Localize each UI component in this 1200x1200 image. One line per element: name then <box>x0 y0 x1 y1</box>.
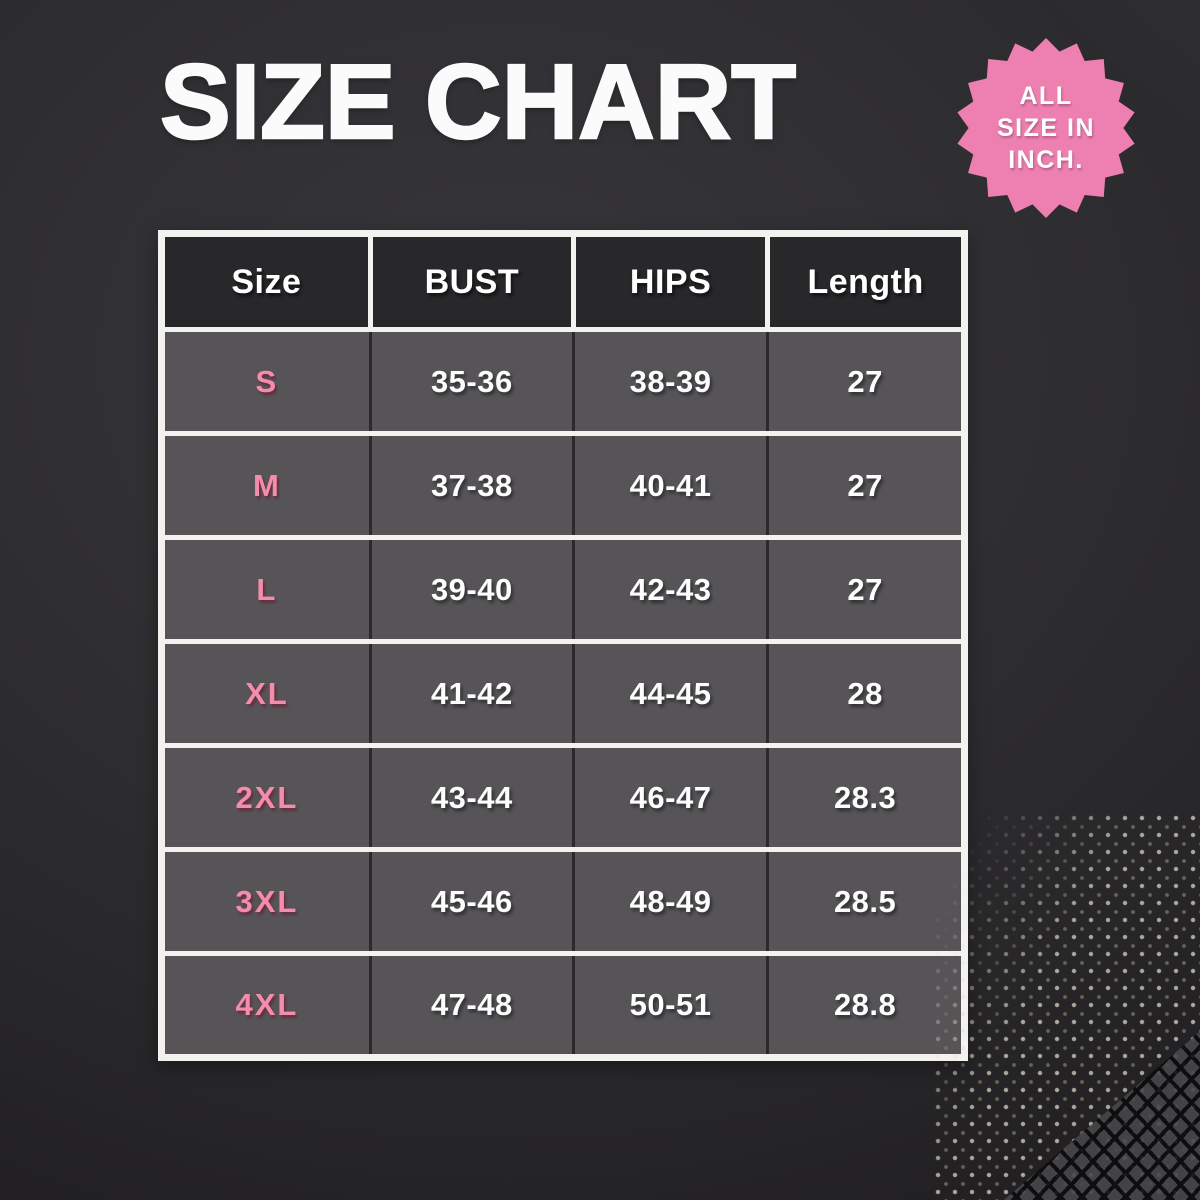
value-cell: 46-47 <box>571 743 770 852</box>
size-table-body: S 35-36 38-39 27 M 37-38 40-41 27 L 39-40 42-43 27 X… <box>160 327 966 1060</box>
header-row: Size BUST HIPS Length <box>159 231 967 332</box>
value-cell: 48-49 <box>571 847 770 956</box>
size-table-header: Size BUST HIPS Length <box>159 231 967 332</box>
value-cell: 45-46 <box>368 847 575 956</box>
table-row: M 37-38 40-41 27 <box>160 431 966 540</box>
column-header-bust: BUST <box>367 231 576 332</box>
value-cell: 27 <box>766 431 966 540</box>
value-cell: 38-39 <box>571 327 770 436</box>
value-cell: 44-45 <box>571 639 770 748</box>
badge-line-3: INCH. <box>1008 145 1084 174</box>
size-cell: L <box>160 535 372 644</box>
table-row: 4XL 47-48 50-51 28.8 <box>160 951 966 1060</box>
badge-line-2: SIZE IN <box>996 113 1095 142</box>
inch-badge-text: ALL SIZE IN INCH. <box>956 38 1136 218</box>
badge-line-1: ALL <box>1019 81 1073 110</box>
value-cell: 28.3 <box>766 743 966 852</box>
value-cell: 27 <box>766 535 966 644</box>
size-cell: XL <box>160 639 372 748</box>
value-cell: 27 <box>766 327 966 436</box>
size-table: Size BUST HIPS Length S 35-36 38-39 27 M 37-3… <box>158 230 968 1061</box>
value-cell: 50-51 <box>571 951 770 1060</box>
size-cell: 2XL <box>160 743 372 852</box>
value-cell: 43-44 <box>368 743 575 852</box>
size-cell: S <box>160 327 372 436</box>
table-row: XL 41-42 44-45 28 <box>160 639 966 748</box>
size-cell: 4XL <box>160 951 372 1060</box>
value-cell: 28.8 <box>766 951 966 1060</box>
size-cell: M <box>160 431 372 540</box>
value-cell: 39-40 <box>368 535 575 644</box>
inch-badge: ALL SIZE IN INCH. <box>956 38 1136 218</box>
table-row: L 39-40 42-43 27 <box>160 535 966 644</box>
column-header-hips: HIPS <box>570 231 771 332</box>
value-cell: 42-43 <box>571 535 770 644</box>
table-row: S 35-36 38-39 27 <box>160 327 966 436</box>
size-cell: 3XL <box>160 847 372 956</box>
value-cell: 37-38 <box>368 431 575 540</box>
value-cell: 28.5 <box>766 847 966 956</box>
column-header-length: Length <box>765 231 967 332</box>
value-cell: 35-36 <box>368 327 575 436</box>
value-cell: 47-48 <box>368 951 575 1060</box>
table-row: 3XL 45-46 48-49 28.5 <box>160 847 966 956</box>
value-cell: 41-42 <box>368 639 575 748</box>
column-header-size: Size <box>159 231 373 332</box>
table-row: 2XL 43-44 46-47 28.3 <box>160 743 966 852</box>
value-cell: 28 <box>766 639 966 748</box>
page-title: SIZE CHART <box>159 43 798 162</box>
value-cell: 40-41 <box>571 431 770 540</box>
